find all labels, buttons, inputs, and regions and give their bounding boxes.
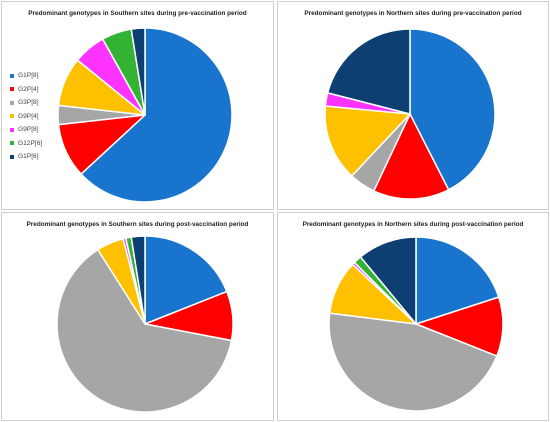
- chart-panel-south-pre: Predominant genotypes in Southern sites …: [1, 1, 274, 210]
- legend-item: G12P[6]: [10, 137, 42, 151]
- chart-title: Predominant genotypes in Southern sites …: [26, 221, 249, 228]
- legend-item: G2P[4]: [10, 83, 42, 97]
- legend-label: G3P[8]: [18, 99, 39, 107]
- legend-item: G3P[8]: [10, 96, 42, 110]
- legend-swatch: [10, 73, 14, 78]
- pie-slice-g1p6: [130, 27, 146, 116]
- pie-slice-g2p4: [373, 113, 450, 200]
- chart-panel-north-post: Predominant genotypes in Northern sites …: [277, 212, 549, 421]
- pie-chart-north-pre: [324, 28, 496, 200]
- pie-slice-g3p8: [56, 248, 233, 413]
- legend-item: G9P[8]: [10, 123, 42, 137]
- legend-item: G9P[4]: [10, 110, 42, 124]
- pie-slice-g3p8: [328, 312, 498, 412]
- pie-slice-g1p8: [415, 236, 500, 325]
- legend-label: G12P[6]: [18, 139, 43, 147]
- legend-label: G1P[8]: [18, 72, 39, 80]
- chart-title: Predominant genotypes in Southern sites …: [28, 10, 247, 17]
- chart-title: Predominant genotypes in Northern sites …: [302, 221, 524, 228]
- chart-panel-south-post: Predominant genotypes in Southern sites …: [1, 212, 274, 421]
- pie-slice-g1p8: [144, 235, 228, 325]
- legend-swatch: [10, 141, 14, 146]
- legend-swatch: [10, 87, 14, 92]
- pie-slice-g1p6: [130, 235, 146, 325]
- pie-chart-south-post: [56, 235, 234, 413]
- pie-slice-g9p4: [324, 105, 411, 177]
- legend-item: G1P[8]: [10, 69, 42, 83]
- legend-label: G9P[4]: [18, 112, 39, 120]
- pie-slice-g1p6: [326, 28, 411, 115]
- pie-slice-g1p8: [80, 27, 233, 203]
- legend-swatch: [10, 100, 14, 105]
- legend-label: G1P[6]: [18, 153, 39, 161]
- legend-item: G1P[6]: [10, 150, 42, 164]
- legend-swatch: [10, 127, 14, 132]
- legend-swatch: [10, 114, 14, 119]
- chart-legend: G1P[8] G2P[4] G3P[8] G9P[4] G9P[8] G12P[6] G1P…: [10, 69, 42, 164]
- legend-label: G9P[8]: [18, 126, 39, 134]
- legend-swatch: [10, 154, 14, 159]
- chart-panel-north-pre: Predominant genotypes in Northern sites …: [277, 1, 549, 210]
- pie-slice-g1p8: [409, 28, 496, 191]
- legend-label: G2P[4]: [18, 85, 39, 93]
- pie-chart-south-pre: [57, 27, 233, 203]
- chart-title: Predominant genotypes in Northern sites …: [304, 10, 522, 17]
- pie-chart-north-post: [328, 236, 504, 412]
- pie-slice-g1p6: [359, 236, 417, 325]
